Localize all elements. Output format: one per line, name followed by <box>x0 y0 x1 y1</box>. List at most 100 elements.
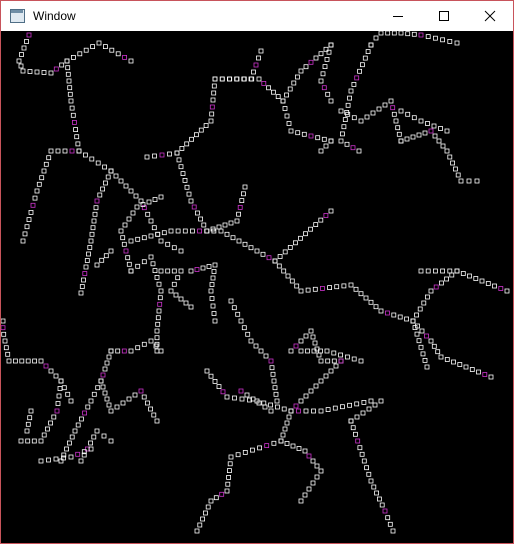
path-marker <box>85 446 90 452</box>
close-button[interactable] <box>467 1 513 31</box>
path-marker <box>93 205 99 211</box>
path-marker <box>156 281 162 287</box>
path-marker <box>368 42 374 48</box>
path-marker <box>274 398 280 404</box>
path-marker <box>234 76 240 82</box>
path-marker <box>410 318 416 324</box>
path-marker <box>109 47 115 53</box>
path-marker <box>422 130 428 136</box>
path-marker <box>148 218 154 224</box>
path-marker <box>312 340 318 346</box>
path-marker <box>101 433 107 439</box>
path-marker <box>348 418 354 424</box>
path-marker <box>393 118 399 124</box>
path-marker <box>305 348 310 354</box>
path-marker <box>36 181 42 187</box>
path-marker <box>273 391 279 397</box>
path-marker <box>420 351 426 357</box>
path-marker <box>303 393 309 399</box>
path-marker <box>174 150 180 156</box>
render-canvas[interactable] <box>1 31 513 543</box>
path-marker <box>56 393 62 399</box>
path-marker <box>182 177 188 183</box>
path-marker <box>306 453 312 459</box>
path-marker <box>284 113 290 119</box>
path-marker <box>122 222 128 228</box>
path-marker <box>48 368 54 374</box>
path-marker <box>294 283 300 289</box>
path-marker <box>68 398 74 404</box>
path-marker <box>146 199 152 205</box>
path-marker <box>398 108 404 114</box>
path-marker <box>99 257 105 263</box>
path-marker <box>38 438 44 444</box>
path-marker <box>376 106 382 112</box>
path-marker <box>424 294 430 300</box>
title-bar[interactable]: Window <box>1 1 513 31</box>
path-marker <box>431 343 437 349</box>
path-marker <box>32 195 38 201</box>
path-marker <box>209 296 215 301</box>
path-marker <box>344 141 350 147</box>
path-marker <box>106 354 112 360</box>
maximize-button[interactable] <box>421 1 467 31</box>
path-marker <box>444 128 450 134</box>
path-marker <box>298 288 304 294</box>
path-marker <box>341 124 347 130</box>
path-marker <box>256 55 261 61</box>
path-marker <box>328 42 334 48</box>
path-marker <box>68 98 74 104</box>
path-marker <box>390 528 396 534</box>
path-marker <box>260 251 266 257</box>
path-marker <box>339 404 345 410</box>
path-marker <box>154 274 160 280</box>
path-marker <box>202 510 208 516</box>
path-marker <box>106 402 112 408</box>
path-marker <box>313 55 319 61</box>
path-marker <box>200 516 206 522</box>
path-marker <box>440 268 446 274</box>
path-marker <box>171 268 177 274</box>
path-marker <box>135 263 141 269</box>
path-marker <box>189 136 195 142</box>
path-marker <box>226 474 232 480</box>
path-marker <box>328 138 334 144</box>
path-marker <box>209 111 215 117</box>
path-marker <box>358 358 364 364</box>
path-marker <box>372 402 378 408</box>
path-marker <box>45 426 50 432</box>
path-marker <box>410 318 416 324</box>
path-marker <box>321 85 327 91</box>
path-marker <box>108 348 114 354</box>
path-marker <box>212 318 218 324</box>
path-marker <box>238 388 244 394</box>
path-marker <box>148 406 154 412</box>
path-marker <box>104 360 110 366</box>
path-marker <box>281 268 287 274</box>
path-marker <box>91 218 97 224</box>
path-marker <box>331 350 337 356</box>
minimize-button[interactable] <box>375 1 421 31</box>
path-marker <box>418 32 424 38</box>
path-marker <box>272 258 278 264</box>
path-marker <box>69 148 75 154</box>
path-marker <box>315 135 321 141</box>
path-marker <box>313 383 319 389</box>
path-marker <box>100 372 106 378</box>
path-marker <box>84 258 90 263</box>
path-marker <box>360 410 366 416</box>
path-marker <box>108 248 114 254</box>
path-marker <box>75 141 81 147</box>
path-marker <box>19 358 25 364</box>
path-marker <box>211 311 217 316</box>
path-marker <box>458 178 464 184</box>
path-marker <box>167 151 172 157</box>
path-marker <box>301 131 307 137</box>
path-marker <box>463 364 469 370</box>
path-marker <box>256 400 262 406</box>
path-marker <box>416 132 422 138</box>
path-marker <box>379 502 385 508</box>
path-marker <box>72 120 77 125</box>
path-marker <box>41 70 47 75</box>
path-marker <box>302 448 308 454</box>
